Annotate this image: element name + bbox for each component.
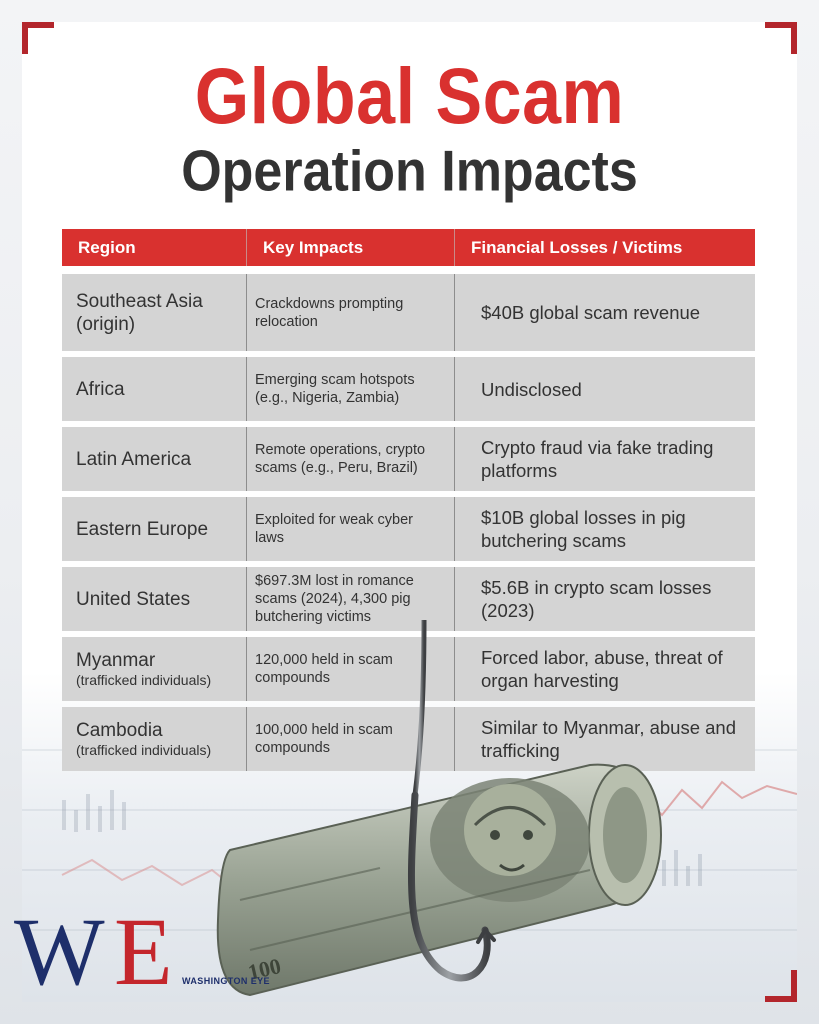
impacts-table: Region Key Impacts Financial Losses / Vi… [62,229,755,771]
logo-mark-e: E [114,898,173,1005]
table-row: Eastern Europe Exploited for weak cyber … [62,497,755,561]
impact-cell: $697.3M lost in romance scams (2024), 4,… [255,573,414,625]
loss-cell: $5.6B in crypto scam losses (2023) [481,577,712,621]
header-financial-losses: Financial Losses / Victims [454,229,755,266]
region-cell: Southeast Asia (origin) [76,290,203,335]
logo-mark-w: W [14,898,105,1005]
impact-cell: Emerging scam hotspots (e.g., Nigeria, Z… [255,372,415,406]
header-key-impacts: Key Impacts [246,229,454,266]
region-cell: Latin America [76,448,192,470]
header-region: Region [78,238,136,257]
loss-cell: Forced labor, abuse, threat of organ har… [481,647,723,691]
region-subtitle: (trafficked individuals) [76,672,212,688]
impact-cell: 100,000 held in scam compounds [255,722,393,756]
region-cell: United States [76,588,191,610]
region-cell: Eastern Europe [76,518,209,540]
impact-cell: 120,000 held in scam compounds [255,652,393,686]
impact-cell: Crackdowns prompting relocation [255,295,404,330]
loss-cell: Crypto fraud via fake trading platforms [481,437,714,481]
impact-cell: Remote operations, crypto scams (e.g., P… [255,442,426,476]
title-line-2: Operation Impacts [181,140,638,204]
title-line-1: Global Scam [194,52,625,140]
logo-wordmark: WASHINGTON EYE [182,976,270,986]
dollar-roll-on-hook-image: 100 [216,620,662,997]
table-row: Cambodia (trafficked individuals) 100,00… [62,707,755,771]
loss-cell: Undisclosed [481,378,582,400]
corner-bracket-top-left [22,22,54,54]
loss-cell: $10B global losses in pig butchering sca… [481,507,686,551]
table-row: Latin America Remote operations, crypto … [62,427,755,491]
table-row: Africa Emerging scam hotspots (e.g., Nig… [62,357,755,421]
impact-cell: Exploited for weak cyber laws [255,512,413,546]
loss-cell: Similar to Myanmar, abuse and traffickin… [481,717,737,761]
table-row: United States $697.3M lost in romance sc… [62,567,755,631]
region-cell: Cambodia [76,720,163,741]
corner-bracket-top-right [765,22,797,54]
table-row: Myanmar (trafficked individuals) 120,000… [62,637,755,701]
region-cell: Africa [76,378,125,400]
region-cell: Myanmar [76,650,156,671]
corner-bracket-bottom-right [765,970,797,1002]
table-row: Southeast Asia (origin) Crackdowns promp… [62,274,755,351]
table-header: Region Key Impacts Financial Losses / Vi… [62,229,755,266]
washington-eye-logo: W E WASHINGTON EYE [14,898,270,1005]
region-subtitle: (trafficked individuals) [76,742,212,758]
loss-cell: $40B global scam revenue [481,302,701,323]
